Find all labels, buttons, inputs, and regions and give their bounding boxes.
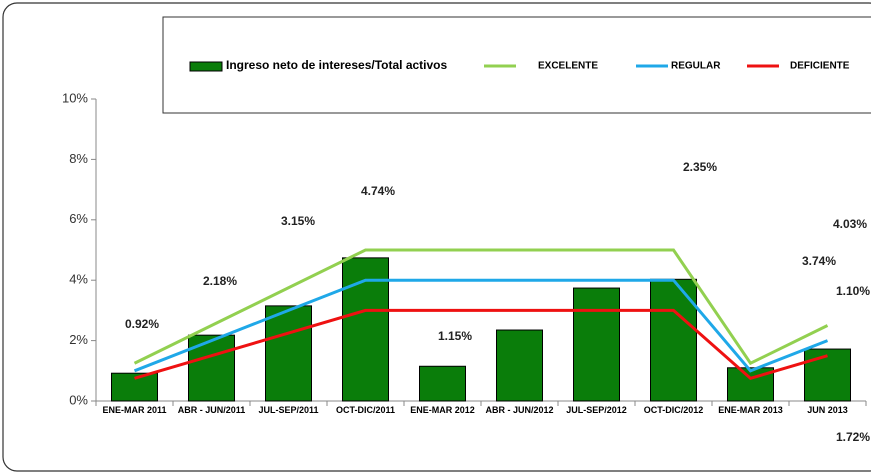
data-label: 0.92% bbox=[125, 317, 159, 331]
x-tick-label: JUL-SEP/2011 bbox=[258, 405, 319, 415]
x-tick-label: ENE-MAR 2012 bbox=[410, 405, 475, 415]
bar bbox=[804, 348, 851, 402]
bar bbox=[419, 365, 466, 402]
x-tick-label: ENE-MAR 2013 bbox=[718, 405, 783, 415]
y-tick-label: 8% bbox=[69, 151, 88, 166]
bar bbox=[496, 329, 543, 402]
data-label: 3.15% bbox=[281, 214, 315, 228]
x-tick-label: OCT-DIC/2012 bbox=[643, 405, 704, 415]
x-tick-label: JUN 2013 bbox=[807, 405, 848, 415]
y-tick-label: 4% bbox=[69, 272, 88, 287]
x-tick-label: ABR - JUN/2011 bbox=[177, 405, 246, 415]
data-label: 1.10% bbox=[836, 284, 870, 298]
x-tick-label: OCT-DIC/2011 bbox=[335, 405, 396, 415]
legend-label: REGULAR bbox=[671, 61, 721, 72]
y-tick-label: 6% bbox=[69, 211, 88, 226]
line bbox=[134, 308, 828, 381]
x-tick-label: ENE-MAR 2011 bbox=[102, 405, 167, 415]
line bbox=[133, 248, 829, 366]
data-label: 3.74% bbox=[802, 254, 836, 268]
legend-label: DEFICIENTE bbox=[790, 61, 850, 72]
bar bbox=[188, 334, 235, 402]
data-label: 4.74% bbox=[361, 184, 395, 198]
y-tick-label: 2% bbox=[69, 332, 88, 347]
y-tick-label: 0% bbox=[69, 392, 88, 407]
x-tick-label: ABR - JUN/2012 bbox=[485, 405, 554, 415]
legend-swatch bbox=[189, 61, 223, 72]
data-label: 2.18% bbox=[203, 274, 237, 288]
legend-label: EXCELENTE bbox=[538, 61, 598, 72]
bar bbox=[265, 305, 312, 402]
data-label: 1.72% bbox=[836, 430, 870, 444]
x-tick-label: JUL-SEP/2012 bbox=[566, 405, 627, 415]
data-label: 1.15% bbox=[438, 329, 472, 343]
legend-label: Ingreso neto de intereses/Total activos bbox=[226, 58, 448, 72]
data-label: 2.35% bbox=[683, 160, 717, 174]
bar bbox=[573, 287, 620, 402]
y-tick-label: 10% bbox=[62, 90, 88, 105]
data-label: 4.03% bbox=[833, 217, 867, 231]
line bbox=[133, 278, 829, 373]
